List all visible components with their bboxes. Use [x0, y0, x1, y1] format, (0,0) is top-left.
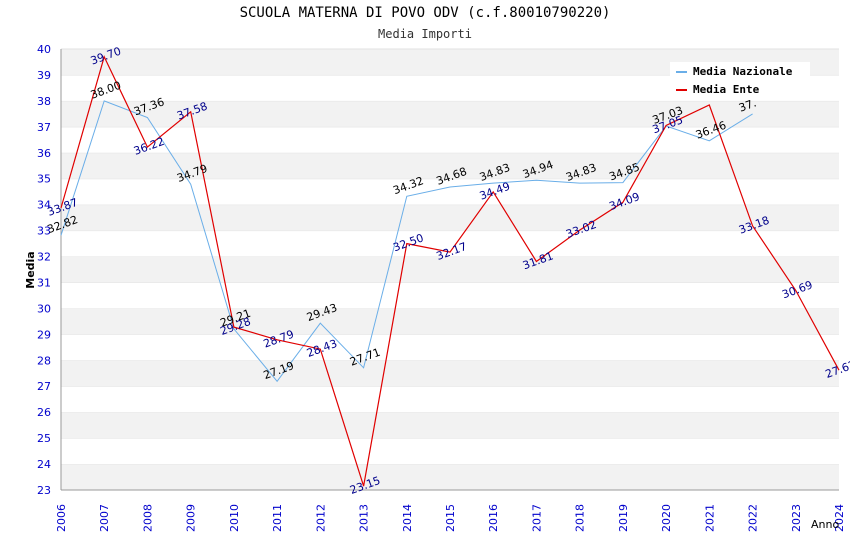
y-tick-label: 24	[37, 458, 51, 471]
x-tick-label: 2024	[833, 504, 846, 532]
y-tick-label: 38	[37, 95, 51, 108]
grid-bands	[61, 48, 839, 490]
grid-band	[61, 256, 839, 283]
x-tick-label: 2015	[444, 504, 457, 532]
series-line-ente	[60, 55, 840, 487]
x-tick-label: 2013	[358, 504, 371, 532]
y-tick-label: 33	[37, 225, 51, 238]
grid-band	[61, 204, 839, 231]
x-tick-label: 2018	[574, 504, 587, 532]
grid-band	[61, 464, 839, 490]
y-tick-label: 32	[37, 251, 51, 264]
y-tick-label: 23	[37, 484, 51, 497]
legend: Media Nazionale Media Ente	[670, 62, 810, 100]
y-tick-label: 25	[37, 432, 51, 445]
grid-band	[61, 360, 839, 387]
y-tick-label: 40	[37, 43, 51, 56]
grid-band	[61, 308, 839, 335]
chart-subtitle: Media Importi	[378, 27, 472, 41]
y-tick-label: 31	[37, 276, 51, 289]
x-tick-label: 2014	[401, 504, 414, 532]
series-line-nazionale	[60, 100, 753, 383]
x-axis-label: Anno	[811, 518, 839, 531]
x-tick-label: 2006	[55, 504, 68, 532]
x-tick-label: 2023	[790, 504, 803, 532]
grid-band	[61, 152, 839, 179]
y-axis-label: Media	[24, 251, 37, 288]
x-tick-label: 2012	[314, 504, 327, 532]
x-tick-label: 2020	[660, 504, 673, 532]
x-tick-label: 2019	[617, 504, 630, 532]
x-tick-label: 2011	[271, 504, 284, 532]
y-tick-label: 30	[37, 302, 51, 315]
y-tick-label: 26	[37, 406, 51, 419]
x-tick-label: 2007	[98, 504, 111, 532]
y-tick-label: 34	[37, 199, 51, 212]
y-tick-label: 28	[37, 354, 51, 367]
x-tick-label: 2022	[747, 504, 760, 532]
y-tick-label: 37	[37, 121, 51, 134]
grid-band	[61, 282, 839, 309]
x-tick-label: 2021	[703, 504, 716, 532]
grid-band	[61, 412, 839, 439]
grid-band	[61, 386, 839, 413]
series-lines	[60, 55, 840, 487]
y-tick-label: 35	[37, 173, 51, 186]
legend-item-ente: Media Ente	[676, 83, 759, 96]
y-tick-label: 36	[37, 147, 51, 160]
grid-band	[61, 438, 839, 465]
x-tick-label: 2016	[487, 504, 500, 532]
y-tick-label: 39	[37, 69, 51, 82]
data-label-nazionale: 37.	[737, 96, 758, 114]
grid-band	[61, 178, 839, 205]
legend-swatch-ente	[676, 89, 687, 91]
grid-band	[61, 126, 839, 153]
legend-label-nazionale: Media Nazionale	[693, 65, 793, 78]
y-tick-label: 29	[37, 328, 51, 341]
legend-item-nazionale: Media Nazionale	[676, 65, 792, 78]
x-tick-label: 2008	[141, 504, 154, 532]
x-tick-label: 2009	[185, 504, 198, 532]
x-tick-label: 2010	[228, 504, 241, 532]
x-tick-label: 2017	[530, 504, 543, 532]
grid-band	[61, 334, 839, 361]
chart-title: SCUOLA MATERNA DI POVO ODV (c.f.80010790…	[239, 5, 611, 21]
legend-swatch-nazionale	[676, 71, 687, 73]
axes	[60, 49, 839, 491]
y-tick-label: 27	[37, 380, 51, 393]
tick-labels: 23 24 25 26 27 28 29 30 31 32 33 34 35 36 37 38 39 40 2006…	[37, 43, 846, 532]
legend-label-ente: Media Ente	[693, 83, 760, 96]
